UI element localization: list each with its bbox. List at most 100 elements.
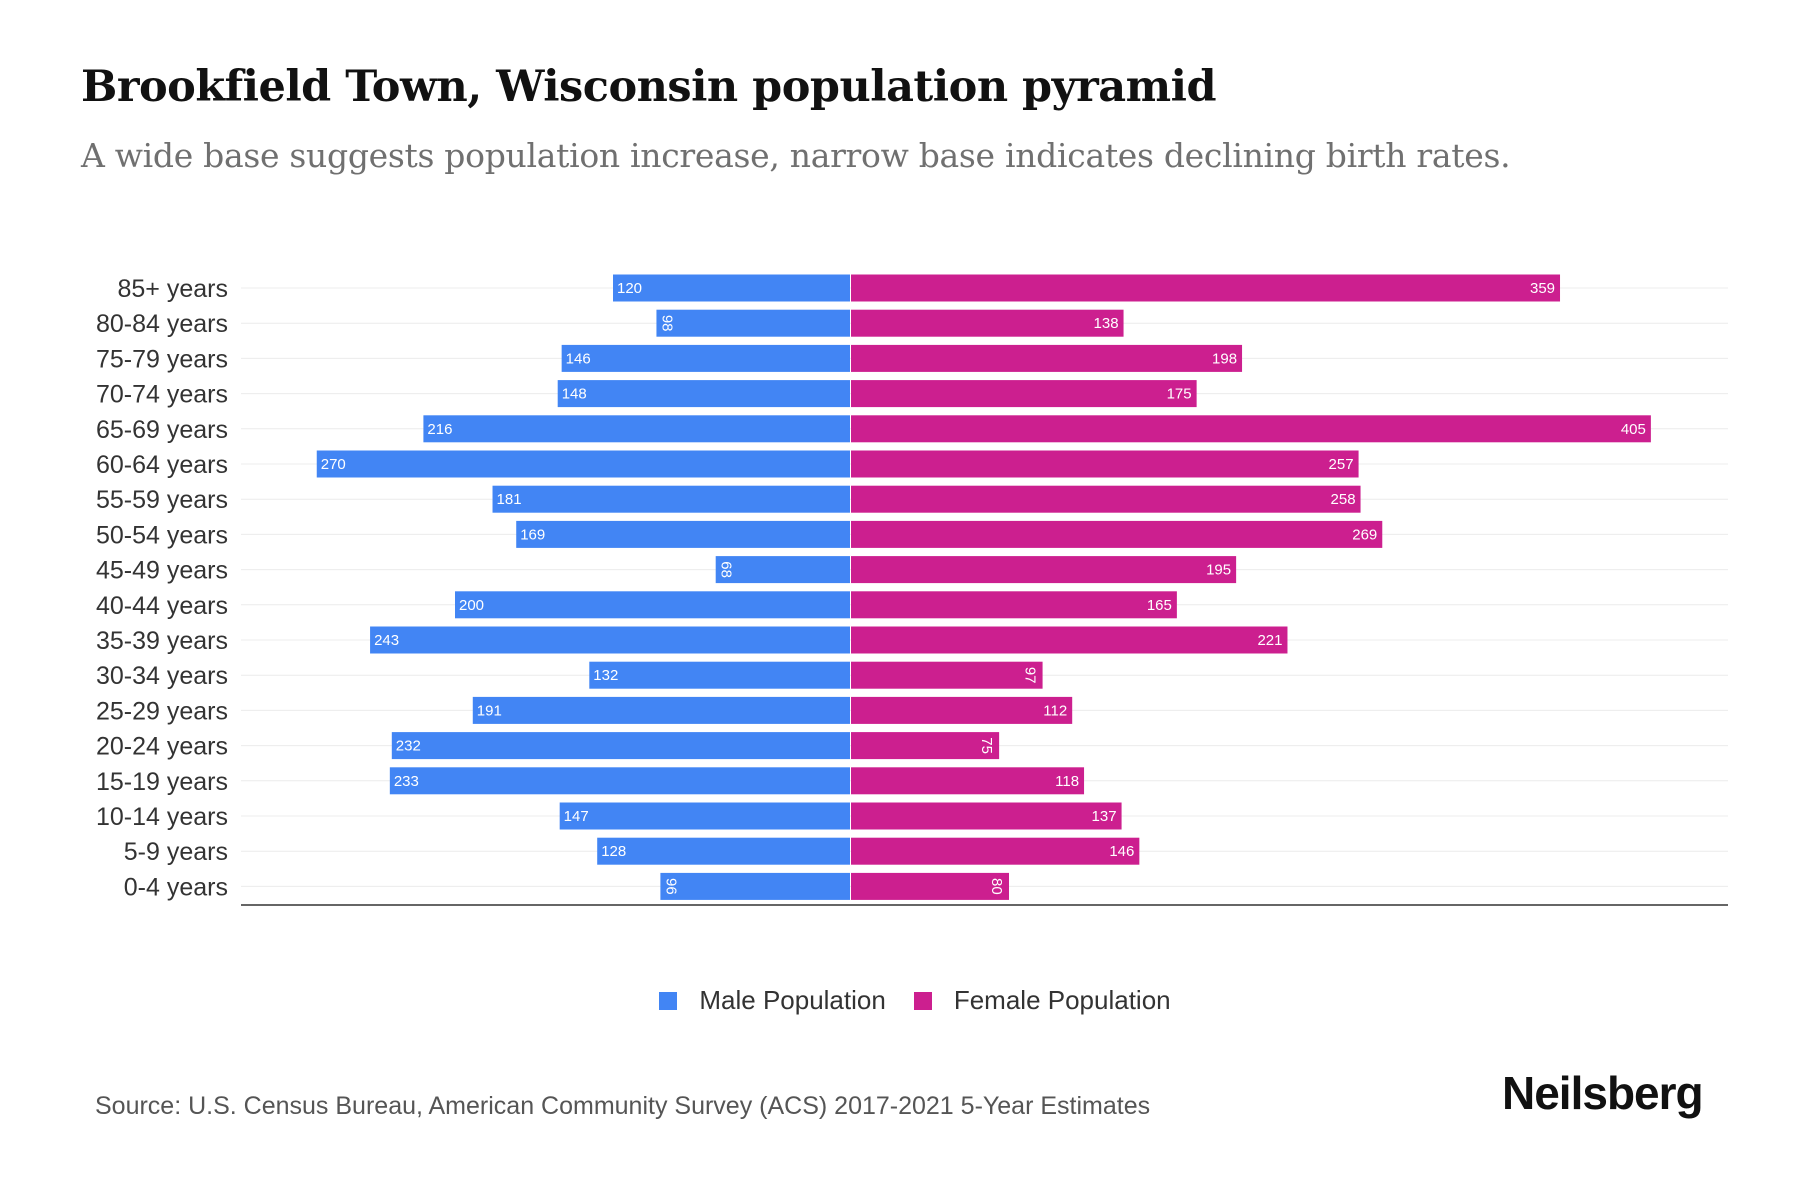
female-bar <box>851 591 1177 619</box>
female-bar <box>851 485 1361 513</box>
female-data-label: 97 <box>1022 667 1039 684</box>
female-bar <box>851 520 1383 548</box>
male-bar <box>316 450 850 478</box>
age-label: 5-9 years <box>124 838 228 866</box>
source-note: Source: U.S. Census Bureau, American Com… <box>95 1092 1151 1120</box>
age-label: 0-4 years <box>124 873 228 901</box>
male-data-label: 147 <box>564 808 589 825</box>
female-data-label: 80 <box>988 878 1005 895</box>
brand-logo: Neilsberg <box>1502 1067 1704 1119</box>
male-bar <box>559 802 850 830</box>
age-label: 55-59 years <box>96 486 228 514</box>
male-data-label: 181 <box>497 491 522 508</box>
age-label: 70-74 years <box>96 381 228 409</box>
female-bar <box>851 626 1288 654</box>
male-data-label: 191 <box>477 702 502 719</box>
male-data-label: 98 <box>658 315 675 332</box>
male-bar <box>597 837 850 865</box>
age-label: 10-14 years <box>96 803 228 831</box>
female-bar <box>851 380 1197 408</box>
male-bar <box>715 556 850 584</box>
age-label: 50-54 years <box>96 521 228 549</box>
female-bar <box>851 450 1359 478</box>
male-bar <box>455 591 850 619</box>
female-bar <box>851 767 1085 795</box>
chart-title: Brookfield Town, Wisconsin population py… <box>81 62 1217 112</box>
female-data-label: 175 <box>1167 386 1192 403</box>
female-data-label: 221 <box>1257 632 1282 649</box>
male-data-label: 243 <box>374 632 399 649</box>
female-data-label: 269 <box>1352 526 1377 543</box>
male-bar <box>370 626 850 654</box>
female-data-label: 138 <box>1094 315 1119 332</box>
male-bar <box>656 309 850 337</box>
age-label: 65-69 years <box>96 416 228 444</box>
male-data-label: 132 <box>593 667 618 684</box>
male-data-label: 216 <box>427 421 452 438</box>
male-bar <box>472 696 850 724</box>
legend: Male Population Female Population <box>0 985 1800 1016</box>
age-label: 40-44 years <box>96 592 228 620</box>
legend-item-female[interactable]: Female Population <box>913 985 1171 1016</box>
male-data-label: 120 <box>617 280 642 297</box>
female-bar <box>851 344 1243 372</box>
legend-label-male: Male Population <box>699 985 886 1015</box>
female-data-label: 258 <box>1331 491 1356 508</box>
legend-item-male[interactable]: Male Population <box>659 985 886 1016</box>
male-data-label: 169 <box>520 526 545 543</box>
female-data-label: 75 <box>978 737 995 754</box>
female-bar <box>851 556 1237 584</box>
male-bar <box>589 661 850 689</box>
male-data-label: 68 <box>718 561 735 578</box>
female-bar <box>851 661 1043 689</box>
female-bar <box>851 415 1651 443</box>
male-data-label: 232 <box>396 738 421 755</box>
age-label: 85+ years <box>118 275 229 303</box>
female-bar <box>851 309 1124 337</box>
pyramid-chart: 120 359 98 138 146 198 148 175 216 405 270 257 181 25… <box>96 274 1728 906</box>
male-bar <box>423 415 850 443</box>
male-data-label: 148 <box>562 386 587 403</box>
legend-label-female: Female Population <box>953 985 1171 1015</box>
age-label: 75-79 years <box>96 345 228 373</box>
female-data-label: 257 <box>1329 456 1354 473</box>
age-label: 35-39 years <box>96 627 228 655</box>
female-bar <box>851 837 1140 865</box>
female-data-label: 137 <box>1092 808 1117 825</box>
legend-swatch-female <box>913 991 932 1010</box>
age-label: 15-19 years <box>96 768 228 796</box>
female-data-label: 118 <box>1055 773 1079 790</box>
female-bar <box>851 696 1073 724</box>
female-bar <box>851 274 1561 302</box>
bars: 120 359 98 138 146 198 148 175 216 405 270 257 181 25… <box>316 274 1651 900</box>
female-data-label: 198 <box>1212 350 1237 367</box>
legend-swatch-male <box>659 991 678 1010</box>
chart-subtitle: A wide base suggests population increase… <box>81 136 1511 175</box>
female-bar <box>851 802 1122 830</box>
age-label: 30-34 years <box>96 662 228 690</box>
female-data-label: 146 <box>1109 843 1134 860</box>
age-label: 45-49 years <box>96 557 228 585</box>
male-data-label: 146 <box>566 350 591 367</box>
age-label: 25-29 years <box>96 697 228 725</box>
male-bar <box>557 380 850 408</box>
male-bar <box>613 274 850 302</box>
male-bar <box>391 732 850 760</box>
gridlines <box>241 287 1728 887</box>
age-label: 60-64 years <box>96 451 228 479</box>
female-data-label: 165 <box>1147 597 1172 614</box>
female-bar <box>851 872 1009 900</box>
age-label: 20-24 years <box>96 733 228 761</box>
male-bar <box>516 520 850 548</box>
male-bar <box>492 485 850 513</box>
male-bar <box>561 344 850 372</box>
age-labels: 85+ years 80-84 years 75-79 years 70-74 yea… <box>96 275 228 901</box>
female-data-label: 405 <box>1621 421 1646 438</box>
female-bar <box>851 732 1000 760</box>
male-data-label: 128 <box>601 843 626 860</box>
male-data-label: 270 <box>321 456 346 473</box>
male-data-label: 233 <box>394 773 419 790</box>
female-data-label: 195 <box>1206 562 1231 579</box>
female-data-label: 359 <box>1530 280 1555 297</box>
male-bar <box>389 767 850 795</box>
